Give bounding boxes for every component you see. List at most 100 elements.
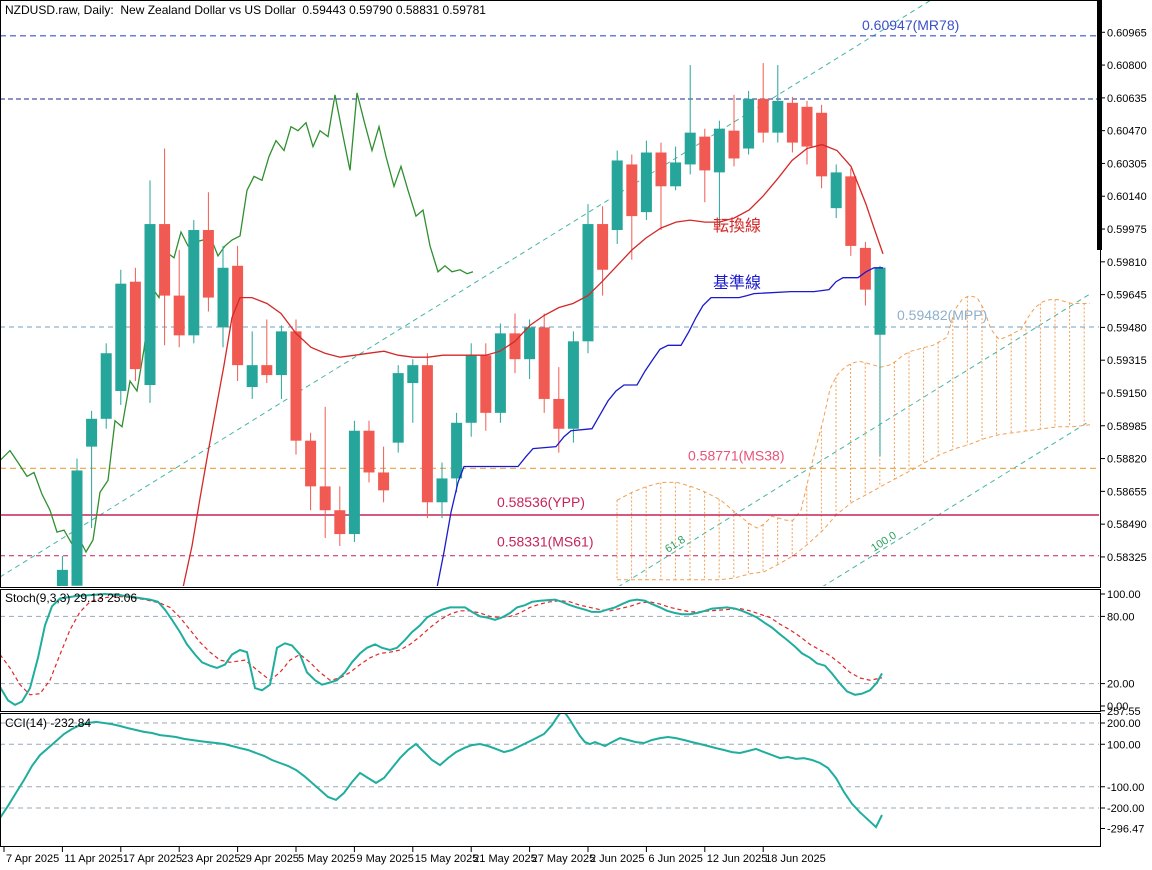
cci-axis-label: -200.00 xyxy=(1107,803,1144,815)
candle-body xyxy=(232,265,244,366)
price-axis-label: 0.60140 xyxy=(1107,191,1147,203)
candle-body xyxy=(188,230,200,336)
candle-body xyxy=(524,327,536,360)
stochastic-indicator-label: Stoch(9,3,3) 29.13 25.06 xyxy=(5,591,138,605)
candle-body xyxy=(173,295,185,336)
candle-body xyxy=(640,152,652,213)
candle-body xyxy=(830,172,842,209)
candle-body xyxy=(421,365,433,503)
date-axis-label: 9 May 2025 xyxy=(356,853,413,865)
candle-body xyxy=(626,164,638,217)
candle-body xyxy=(801,106,813,147)
candle-body xyxy=(494,333,506,413)
pivot-label-YPP: 0.58536(YPP) xyxy=(497,494,585,510)
candle-body xyxy=(655,152,667,187)
price-axis-label: 0.58655 xyxy=(1107,486,1147,498)
candle-body xyxy=(713,128,725,173)
candle-body xyxy=(874,267,886,335)
candle-body xyxy=(757,98,769,133)
candle-body xyxy=(480,355,492,413)
cci-axis-label: -100.00 xyxy=(1107,782,1144,794)
cci-indicator-label: CCI(14) -232.84 xyxy=(5,716,92,730)
candle-body xyxy=(363,430,375,473)
pivot-label-MS61: 0.58331(MS61) xyxy=(497,534,594,550)
candle-body xyxy=(436,478,448,503)
candle-body xyxy=(611,160,623,231)
cci-axis-label: 100.00 xyxy=(1107,739,1141,751)
date-axis-label: 5 May 2025 xyxy=(298,853,355,865)
candle-body xyxy=(261,365,273,376)
candle-body xyxy=(567,341,579,429)
candle-body xyxy=(246,365,258,388)
kijun-sen-label: 基準線 xyxy=(713,274,761,292)
cci-axis-label: 200.00 xyxy=(1107,718,1141,730)
price-axis[interactable]: 0.60965 0.60800 0.60635 0.60470 0.60305 0.601… xyxy=(1097,0,1147,835)
cci-panel[interactable] xyxy=(0,711,1100,829)
candle-body xyxy=(319,486,331,511)
cci-panel-border xyxy=(0,713,1101,847)
candle-body xyxy=(159,224,171,296)
date-axis[interactable]: 7 Apr 2025 11 Apr 2025 17 Apr 2025 23 Apr 2… xyxy=(3,847,826,865)
date-axis-label: 29 Apr 2025 xyxy=(240,853,299,865)
candle-body xyxy=(772,100,784,133)
candle-body xyxy=(202,230,214,298)
main-panel-border xyxy=(0,0,1101,588)
cci-axis-label: -296.47 xyxy=(1107,823,1144,835)
candle-body xyxy=(129,281,141,370)
fib-percent-label-1: 100.0 xyxy=(869,529,899,554)
candle-body xyxy=(509,333,521,360)
date-axis-label: 6 Jun 2025 xyxy=(648,853,702,865)
candle-body xyxy=(100,353,112,419)
stoch-panel[interactable] xyxy=(0,592,1100,707)
stoch-signal-line xyxy=(1,595,883,696)
stoch-axis-label: 100.00 xyxy=(1107,589,1141,601)
candle-body xyxy=(859,247,871,290)
fib-channel-line-2 xyxy=(822,420,1091,586)
candle-body xyxy=(845,176,857,246)
price-axis-label: 0.58325 xyxy=(1107,552,1147,564)
date-axis-label: 21 May 2025 xyxy=(473,853,537,865)
pivot-label-MS38: 0.58771(MS38) xyxy=(688,447,785,463)
fib-channel-line-1 xyxy=(618,293,1091,586)
candle-body xyxy=(597,224,609,270)
date-axis-label: 15 May 2025 xyxy=(415,853,479,865)
tenkan-sen-label: 転換線 xyxy=(713,217,761,235)
candle-body xyxy=(275,331,287,376)
kijun-sen-line xyxy=(436,267,883,586)
pivot-label-MPP: 0.59482(MPP) xyxy=(897,307,987,323)
stoch-axis-label: 80.00 xyxy=(1107,611,1135,623)
price-axis-label: 0.59150 xyxy=(1107,388,1147,400)
candle-body xyxy=(86,418,98,447)
price-axis-label: 0.59645 xyxy=(1107,290,1147,302)
candle-body xyxy=(115,283,127,391)
candle-body xyxy=(392,373,404,443)
main-panel[interactable]: 0.60947(MR78) 0.59482(MPP) 0.58771(MS38) 0.… xyxy=(0,0,1100,598)
date-axis-label: 18 Jun 2025 xyxy=(765,853,826,865)
stoch-panel-border xyxy=(0,589,1101,712)
date-axis-label: 2 Jun 2025 xyxy=(590,853,644,865)
candle-body xyxy=(56,569,68,586)
candle-body xyxy=(743,98,755,149)
candles xyxy=(56,63,886,586)
candle-body xyxy=(71,470,83,586)
cci-axis-label: 257.55 xyxy=(1107,706,1141,718)
senkou-span-a xyxy=(616,295,1090,529)
candle-body xyxy=(407,365,419,384)
date-axis-label: 12 Jun 2025 xyxy=(707,853,768,865)
candle-body xyxy=(290,331,302,441)
date-axis-label: 17 Apr 2025 xyxy=(123,853,182,865)
candle-body xyxy=(348,430,360,535)
price-axis-label: 0.58985 xyxy=(1107,421,1147,433)
candle-body xyxy=(582,224,594,342)
candle-body xyxy=(684,132,696,165)
price-axis-label: 0.60800 xyxy=(1107,60,1147,72)
tenkan-sen-line xyxy=(182,143,884,586)
price-axis-label: 0.59810 xyxy=(1107,257,1147,269)
fib-channel-line-0 xyxy=(1,1,931,577)
price-axis-label: 0.60470 xyxy=(1107,126,1147,138)
price-axis-label: 0.60635 xyxy=(1107,93,1147,105)
price-axis-label: 0.60305 xyxy=(1107,158,1147,170)
cci-line xyxy=(1,714,883,829)
